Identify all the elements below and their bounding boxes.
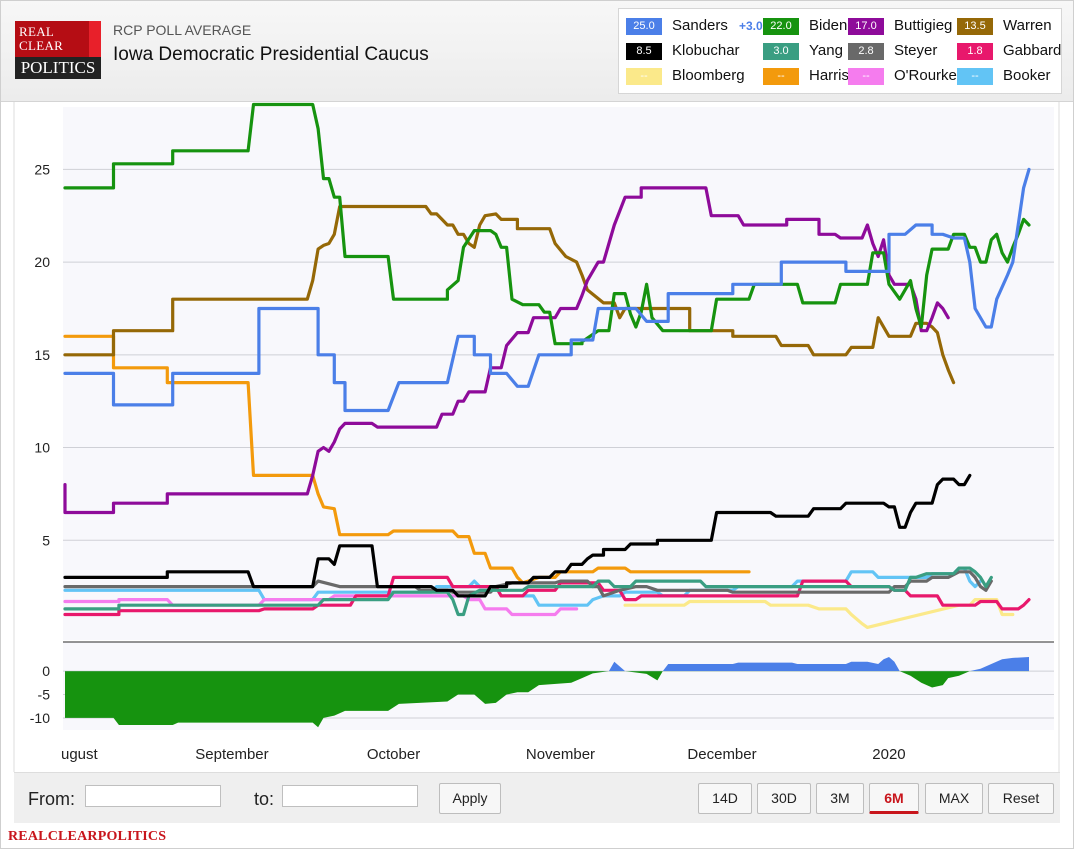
series-line-gabbard — [63, 575, 1031, 617]
legend-swatch-klobuchar: 8.5 — [626, 43, 662, 60]
plot-area[interactable]: 5 10 15 20 25 0 -5 -10 ugust September October Nove… — [0, 102, 1074, 772]
legend-label-yang: Yang — [809, 42, 843, 59]
y-tick-label: 20 — [34, 254, 50, 270]
spread-y-tick-label: -5 — [38, 687, 51, 703]
chart-kicker: RCP POLL AVERAGE — [113, 22, 252, 38]
y-tick-label: 10 — [34, 440, 50, 456]
y-tick-label: 5 — [42, 532, 50, 548]
date-range-toolbar: From: to: Apply 14D 30D 3M 6M MAX Reset — [14, 772, 1060, 823]
y-tick-label: 25 — [34, 161, 50, 177]
apply-button[interactable]: Apply — [439, 783, 501, 814]
x-tick-label: 2020 — [872, 746, 905, 763]
legend-swatch-biden: 22.0 — [763, 18, 799, 35]
legend-label-orourke: O'Rourke — [894, 67, 957, 84]
realclearpolitics-logo[interactable]: REAL CLEAR POLITICS — [15, 21, 101, 79]
brand-footer[interactable]: REALCLEARPOLITICS — [8, 829, 167, 844]
spread-y-tick-label: 0 — [42, 663, 50, 679]
legend-swatch-gabbard: 1.8 — [957, 43, 993, 60]
legend-label-sanders: Sanders — [672, 17, 728, 34]
series-line-bloomberg — [623, 598, 1015, 630]
to-label: to: — [254, 789, 275, 809]
logo-accent — [89, 21, 101, 57]
chart-header: REAL CLEAR POLITICS RCP POLL AVERAGE Iow… — [1, 1, 1073, 102]
legend-label-buttigieg: Buttigieg — [894, 17, 953, 34]
range-14d-button[interactable]: 14D — [698, 783, 752, 814]
legend-label-warren: Warren — [1003, 17, 1052, 34]
spread-area-positive — [608, 657, 1029, 672]
legend-swatch-yang: 3.0 — [763, 43, 799, 60]
from-date-input[interactable] — [85, 785, 221, 807]
legend-label-bloomberg: Bloomberg — [672, 67, 745, 84]
range-30d-button[interactable]: 30D — [757, 783, 811, 814]
logo-line-3: POLITICS — [15, 57, 101, 79]
chart-title: Iowa Democratic Presidential Caucus — [113, 44, 429, 65]
spread-area-negative — [65, 671, 1029, 728]
legend-swatch-orourke: -- — [848, 68, 884, 85]
legend-swatch-harris: -- — [763, 68, 799, 85]
legend-label-biden: Biden — [809, 17, 848, 34]
series-line-biden — [63, 102, 1031, 346]
legend-swatch-bloomberg: -- — [626, 68, 662, 85]
legend-label-klobuchar: Klobuchar — [672, 42, 740, 59]
series-line-sanders — [63, 167, 1031, 413]
reset-button[interactable]: Reset — [988, 783, 1054, 814]
spread-y-tick-label: -10 — [30, 710, 50, 726]
legend-swatch-buttigieg: 17.0 — [848, 18, 884, 35]
line-chart[interactable]: 5 10 15 20 25 0 -5 -10 ugust September October Nove… — [0, 102, 1074, 772]
x-tick-label: December — [687, 746, 756, 763]
series-line-buttigieg — [63, 186, 950, 515]
x-tick-label: October — [367, 746, 420, 763]
range-max-button[interactable]: MAX — [925, 783, 983, 814]
legend-swatch-warren: 13.5 — [957, 18, 993, 35]
series-line-orourke — [63, 594, 579, 617]
from-label: From: — [28, 789, 75, 809]
legend-label-steyer: Steyer — [894, 42, 938, 59]
legend-label-gabbard: Gabbard — [1003, 42, 1062, 59]
legend-label-booker: Booker — [1003, 67, 1051, 84]
logo-line-2: CLEAR — [19, 38, 64, 53]
legend-label-harris: Harris — [809, 67, 849, 84]
logo-line-1: REAL — [19, 24, 55, 39]
legend-swatch-sanders: 25.0 — [626, 18, 662, 35]
series-line-yang — [63, 566, 993, 617]
legend-swatch-steyer: 2.8 — [848, 43, 884, 60]
series-line-warren — [63, 204, 956, 385]
series-line-steyer — [63, 570, 993, 598]
legend-change-sanders: +3.0 — [739, 19, 763, 33]
x-tick-label: November — [526, 746, 595, 763]
range-3m-button[interactable]: 3M — [816, 783, 864, 814]
series-line-klobuchar — [63, 473, 972, 598]
range-6m-button[interactable]: 6M — [869, 783, 919, 814]
legend-swatch-booker: -- — [957, 68, 993, 85]
x-tick-label: ugust — [61, 746, 99, 763]
to-date-input[interactable] — [282, 785, 418, 807]
legend: 25.0 Sanders +3.0 22.0 Biden 17.0 Buttigieg 13.… — [618, 8, 1062, 94]
x-tick-label: September — [195, 746, 268, 763]
y-tick-label: 15 — [34, 347, 50, 363]
